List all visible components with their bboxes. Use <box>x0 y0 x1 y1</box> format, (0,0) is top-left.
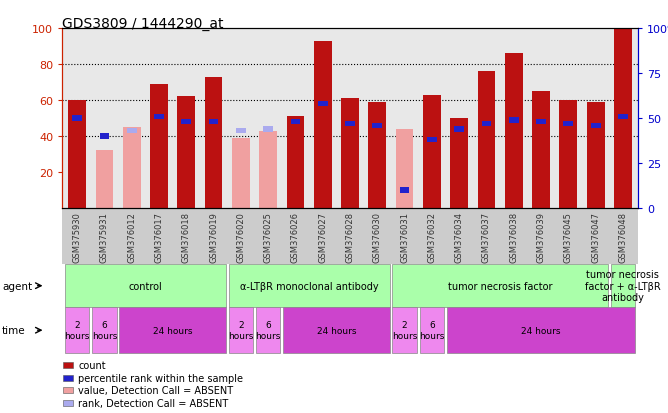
Bar <box>208 120 218 125</box>
Bar <box>482 121 492 127</box>
Bar <box>614 29 632 209</box>
Bar <box>150 85 168 209</box>
Text: percentile rank within the sample: percentile rank within the sample <box>78 373 243 383</box>
Bar <box>232 138 250 209</box>
Bar <box>373 123 382 128</box>
Bar <box>564 121 573 127</box>
Text: 2
hours: 2 hours <box>392 321 418 340</box>
Bar <box>399 188 409 193</box>
Bar <box>450 119 468 209</box>
Bar <box>369 102 386 209</box>
Bar <box>618 114 628 120</box>
Text: 2
hours: 2 hours <box>228 321 254 340</box>
Bar <box>478 72 496 209</box>
Bar <box>314 41 331 209</box>
Text: tumor necrosis factor: tumor necrosis factor <box>448 281 552 291</box>
Bar <box>182 120 191 125</box>
Bar <box>454 127 464 132</box>
Bar <box>427 138 437 143</box>
Bar <box>532 92 550 209</box>
Bar <box>127 128 136 134</box>
Bar <box>154 114 164 120</box>
Bar <box>591 123 601 128</box>
Bar <box>178 97 195 209</box>
Text: 24 hours: 24 hours <box>153 326 192 335</box>
Bar <box>536 120 546 125</box>
Bar <box>560 101 577 209</box>
Bar <box>318 102 327 107</box>
Bar <box>236 128 246 134</box>
Text: count: count <box>78 361 106 370</box>
Bar <box>345 121 355 127</box>
Bar <box>287 117 305 209</box>
Text: control: control <box>128 281 162 291</box>
Bar <box>291 120 301 125</box>
Text: 6
hours: 6 hours <box>92 321 117 340</box>
Bar <box>505 54 522 209</box>
Text: 6
hours: 6 hours <box>255 321 281 340</box>
Text: 6
hours: 6 hours <box>420 321 445 340</box>
Text: time: time <box>2 325 25 335</box>
Bar <box>509 118 518 123</box>
Bar <box>204 77 222 209</box>
Bar <box>423 95 441 209</box>
Bar <box>72 116 82 121</box>
Text: value, Detection Call = ABSENT: value, Detection Call = ABSENT <box>78 385 233 395</box>
Bar <box>123 128 140 209</box>
Text: agent: agent <box>2 281 32 291</box>
Text: 2
hours: 2 hours <box>64 321 90 340</box>
Text: tumor necrosis
factor + α-LTβR
antibody: tumor necrosis factor + α-LTβR antibody <box>585 269 661 303</box>
Text: α-LTβR monoclonal antibody: α-LTβR monoclonal antibody <box>240 281 378 291</box>
Bar <box>395 130 413 209</box>
Text: rank, Detection Call = ABSENT: rank, Detection Call = ABSENT <box>78 398 228 408</box>
Text: 24 hours: 24 hours <box>317 326 356 335</box>
Text: GDS3809 / 1444290_at: GDS3809 / 1444290_at <box>62 17 224 31</box>
Text: 24 hours: 24 hours <box>521 326 561 335</box>
Bar <box>100 134 110 140</box>
Bar <box>259 131 277 209</box>
Bar <box>96 151 114 209</box>
Bar <box>587 102 605 209</box>
Bar <box>263 127 273 132</box>
Bar <box>341 99 359 209</box>
Bar <box>68 101 86 209</box>
